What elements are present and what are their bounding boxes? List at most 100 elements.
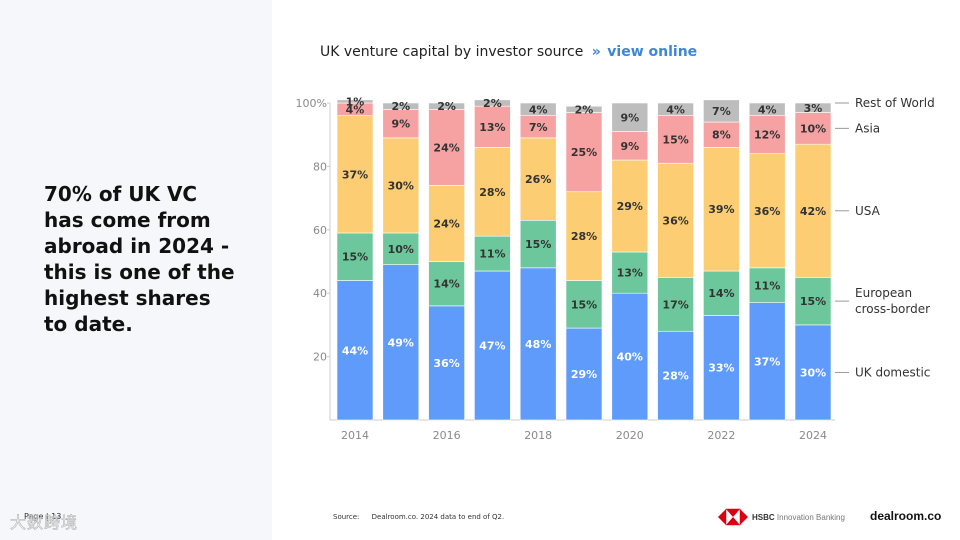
bar-data-label: 14%: [433, 278, 459, 291]
bar-segment: [703, 99, 740, 123]
bar-segment: [657, 115, 694, 164]
bar-data-label: 7%: [529, 121, 548, 134]
bar-segment: [794, 277, 832, 326]
hsbc-hexagon-icon: [718, 508, 748, 526]
bar-segment: [703, 270, 740, 316]
hsbc-subtitle: Innovation Banking: [776, 512, 845, 522]
bar-data-label: 2%: [575, 103, 594, 116]
legend-label-line: Rest of World: [855, 96, 935, 110]
x-tick-label: 2018: [524, 429, 552, 442]
bar-data-label: 36%: [754, 205, 780, 218]
bar-segment: [794, 112, 832, 145]
x-tick-label: 2022: [707, 429, 735, 442]
bar-data-label: 36%: [433, 357, 459, 370]
bar-data-label: 2%: [391, 100, 410, 113]
bar-data-label: 7%: [712, 105, 731, 118]
chart-title-text: UK venture capital by investor source: [320, 44, 584, 60]
bar-segment: [703, 315, 740, 421]
bar-data-label: 29%: [617, 200, 643, 213]
legend-label-line: UK domestic: [855, 365, 930, 379]
view-online-link[interactable]: view online: [607, 44, 698, 60]
bar-segment: [565, 105, 603, 113]
bar-data-label: 4%: [346, 103, 365, 116]
bar-data-label: 2%: [437, 100, 456, 113]
x-tick-label: 2016: [433, 429, 461, 442]
bar-segment: [519, 102, 557, 116]
bar-data-label: 36%: [662, 214, 688, 227]
chart-title: UK venture capital by investor source » …: [320, 44, 697, 60]
bar-data-label: 42%: [800, 205, 826, 218]
bar-segment: [428, 102, 465, 110]
bar-segment: [611, 251, 649, 294]
chevron-icon: »: [591, 44, 601, 60]
x-tick-label: 2024: [799, 429, 827, 442]
bar-segment: [703, 147, 740, 272]
bar-segment: [382, 102, 420, 110]
source-text: Dealroom.co. 2024 data to end of Q2.: [371, 513, 505, 521]
bar-data-label: 37%: [342, 168, 368, 181]
bar-segment: [611, 159, 649, 253]
bar-data-label: 4%: [758, 103, 777, 116]
bar-segment: [703, 121, 740, 148]
bar-segment: [611, 102, 649, 132]
bar-data-label: 26%: [525, 173, 551, 186]
source-label: Source:: [333, 513, 360, 521]
bar-segment: [519, 219, 557, 269]
bar-data-label: 15%: [571, 298, 597, 311]
legend-label: Rest of World: [855, 96, 935, 110]
bar-data-label: 39%: [708, 203, 734, 216]
y-tick-label: 20: [313, 351, 327, 364]
legend-label: Asia: [855, 121, 880, 135]
bar-data-label: 49%: [388, 336, 414, 349]
bar-data-label: 48%: [525, 338, 551, 351]
page-number: Page | 13: [24, 512, 62, 521]
bar-segment: [428, 305, 465, 421]
bar-segment: [336, 99, 374, 104]
bar-segment: [565, 280, 603, 329]
bar-data-label: 8%: [712, 129, 731, 142]
bar-data-label: 13%: [617, 267, 643, 280]
y-tick-label: 80: [313, 160, 327, 173]
bar-segment: [382, 137, 420, 234]
hsbc-logo-text: HSBC Innovation Banking: [752, 513, 845, 522]
dealroom-logo: dealroom.co: [870, 509, 942, 523]
legend-label: European cross-border: [855, 286, 930, 316]
x-tick-label: 2020: [616, 429, 644, 442]
bar-data-label: 24%: [433, 141, 459, 154]
bar-data-label: 30%: [800, 366, 826, 379]
bar-data-label: 11%: [754, 279, 780, 292]
hsbc-name: HSBC: [752, 512, 775, 522]
bar-segment: [657, 277, 694, 332]
hsbc-logo: HSBC Innovation Banking: [718, 508, 845, 526]
source-note: Source: Dealroom.co. 2024 data to end of…: [333, 513, 504, 521]
bar-data-label: 17%: [662, 298, 688, 311]
bar-data-label: 15%: [800, 295, 826, 308]
bar-data-label: 28%: [571, 230, 597, 243]
bar-data-label: 47%: [479, 340, 505, 353]
bar-segment: [428, 185, 465, 262]
headline: 70% of UK VC has come from abroad in 202…: [44, 182, 235, 336]
legend-label: UK domestic: [855, 365, 930, 379]
bar-data-label: 33%: [708, 362, 734, 375]
bar-data-label: 14%: [708, 287, 734, 300]
bar-segment: [382, 232, 420, 265]
bar-segment: [748, 102, 786, 116]
bar-data-label: 4%: [529, 103, 548, 116]
bar-segment: [336, 115, 374, 234]
bar-data-label: 13%: [479, 121, 505, 134]
bar-segment: [474, 147, 511, 237]
bar-data-label: 40%: [617, 351, 643, 364]
bar-data-label: 24%: [433, 217, 459, 230]
bar-data-label: 44%: [342, 344, 368, 357]
y-tick-label: 40: [313, 287, 327, 300]
bar-segment: [611, 292, 649, 421]
watermark: 大数跨境: [10, 513, 79, 533]
x-tick-label: 2014: [341, 429, 369, 442]
legend-label: USA: [855, 204, 881, 218]
bar-segment: [474, 235, 511, 272]
bar-data-label: 11%: [479, 248, 505, 261]
bar-segment: [382, 109, 420, 139]
bar-segment: [519, 267, 557, 421]
bar-data-label: 15%: [342, 251, 368, 264]
